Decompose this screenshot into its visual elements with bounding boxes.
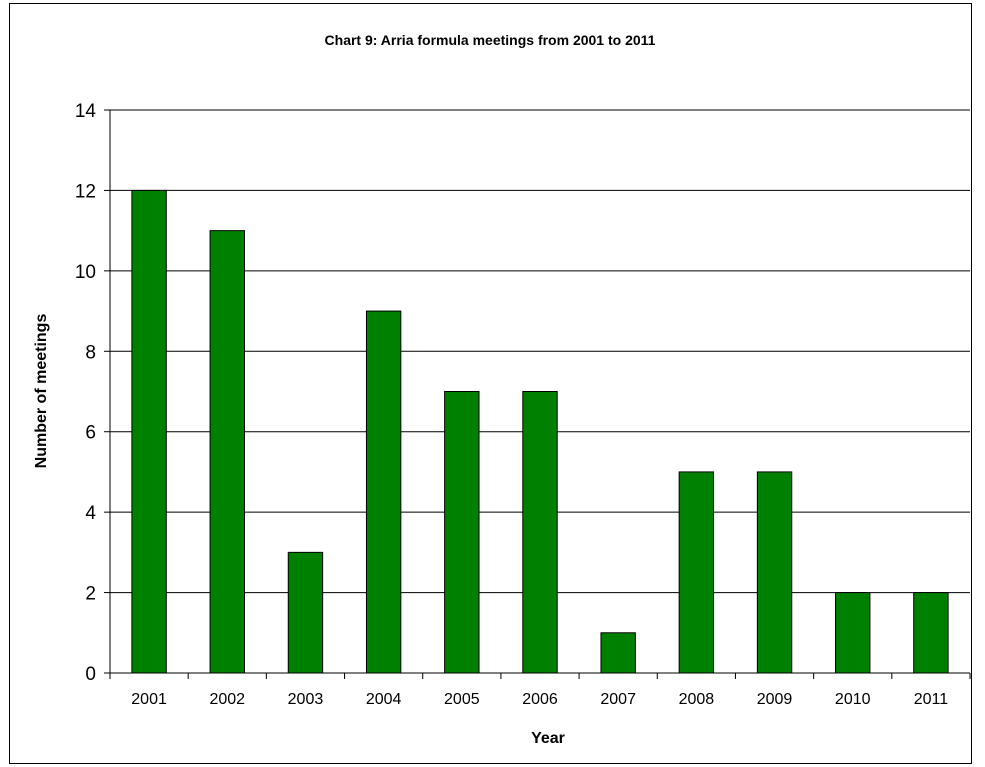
x-tick-labels: 2001 2002 2003 2004 2005 2006 2007 2008 2009 2010… — [109, 673, 971, 708]
y-tick-label: 8 — [85, 342, 96, 363]
x-tick-label: 2003 — [288, 691, 324, 708]
y-tick-label: 14 — [75, 101, 97, 122]
bar-2007 — [600, 632, 636, 674]
y-tick-label: 12 — [75, 181, 96, 202]
bar-2006 — [522, 391, 558, 674]
bar-2003 — [287, 551, 324, 674]
x-tick-label: 2009 — [757, 691, 793, 708]
y-tick-label: 2 — [85, 584, 96, 605]
x-tick-label: 2002 — [209, 691, 245, 708]
y-tick-label: 4 — [85, 503, 96, 524]
bar-2011 — [913, 592, 949, 674]
bar-2008 — [678, 471, 715, 674]
bar-2009 — [756, 471, 793, 674]
gridlines — [110, 109, 970, 594]
bar-2010 — [835, 592, 871, 674]
bar-2002 — [209, 230, 245, 674]
bar-2004 — [365, 310, 402, 674]
bars — [131, 189, 949, 674]
x-tick-label: 2004 — [366, 691, 402, 708]
x-tick-label: 2011 — [914, 691, 949, 708]
chart-frame — [9, 3, 972, 764]
x-tick-label: 2001 — [131, 691, 167, 708]
x-tick-label: 2006 — [522, 691, 558, 708]
y-axis-label: Number of meetings — [33, 314, 50, 469]
y-tick-labels: 0 2 4 6 8 10 12 14 — [75, 101, 110, 685]
x-tick-label: 2005 — [444, 691, 480, 708]
x-axis-label: Year — [531, 730, 565, 747]
y-tick-label: 6 — [85, 423, 96, 444]
bar-2005 — [444, 391, 480, 674]
chart-title: Chart 9: Arria formula meetings from 200… — [325, 32, 656, 48]
y-tick-label: 0 — [85, 664, 96, 685]
y-tick-label: 10 — [75, 262, 96, 283]
x-tick-label: 2010 — [835, 691, 871, 708]
x-tick-label: 2007 — [600, 691, 636, 708]
bar-2001 — [131, 189, 167, 674]
x-tick-label: 2008 — [679, 691, 715, 708]
